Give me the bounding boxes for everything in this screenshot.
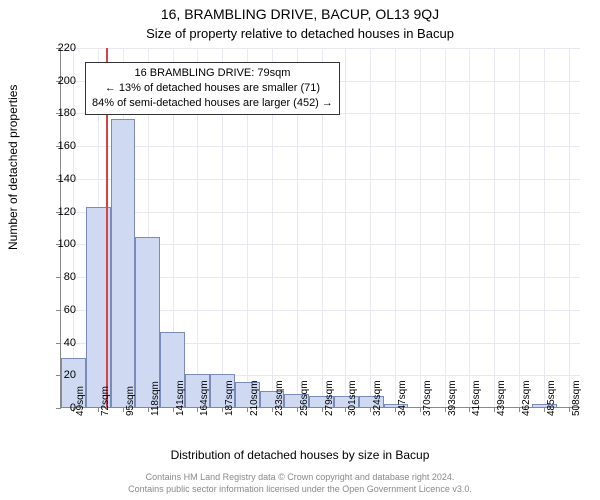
ytick-label: 200 [46,75,76,87]
xtick-label: 279sqm [324,380,335,416]
ytick-label: 40 [46,337,76,349]
xtick-label: 49sqm [75,386,86,416]
xtick-mark [123,407,124,412]
xtick-mark [519,407,520,412]
xtick-mark [420,407,421,412]
xtick-label: 370sqm [422,380,433,416]
xtick-label: 393sqm [447,380,458,416]
xtick-label: 118sqm [150,381,161,416]
xtick-mark [272,407,273,412]
xtick-mark [544,407,545,412]
ytick-label: 60 [46,304,76,316]
xtick-label: 95sqm [125,386,136,416]
xtick-label: 210sqm [249,380,260,416]
gridline-v [73,48,74,407]
gridline-v [370,48,371,407]
ytick-label: 140 [46,173,76,185]
ytick-label: 180 [46,107,76,119]
gridline-v [469,48,470,407]
xtick-mark [247,407,248,412]
xtick-label: 508sqm [571,380,582,416]
annotation-line1: 16 BRAMBLING DRIVE: 79sqm [92,66,333,81]
annotation-line3: 84% of semi-detached houses are larger (… [92,96,333,111]
xtick-label: 72sqm [100,386,111,416]
annotation-line2: ← 13% of detached houses are smaller (71… [92,81,333,96]
xtick-mark [148,407,149,412]
gridline-h [61,48,580,49]
xtick-label: 301sqm [347,380,358,416]
ytick-label: 20 [46,369,76,381]
gridline-h [61,179,580,180]
gridline-v [420,48,421,407]
ytick-label: 220 [46,42,76,54]
ytick-label: 160 [46,140,76,152]
ytick-label: 80 [46,271,76,283]
xtick-mark [445,407,446,412]
gridline-h [61,146,580,147]
annotation-box: 16 BRAMBLING DRIVE: 79sqm← 13% of detach… [85,62,340,115]
xtick-mark [370,407,371,412]
xtick-mark [297,407,298,412]
xtick-label: 233sqm [274,380,285,416]
plot-area: 16 BRAMBLING DRIVE: 79sqm← 13% of detach… [60,48,580,408]
xtick-label: 416sqm [471,380,482,416]
xtick-mark [494,407,495,412]
gridline-v [544,48,545,407]
xtick-label: 187sqm [224,380,235,416]
xtick-mark [569,407,570,412]
xtick-label: 164sqm [199,380,210,416]
footer-line-2: Contains public sector information licen… [0,484,600,494]
y-axis-label: Number of detached properties [6,85,20,250]
xtick-mark [395,407,396,412]
gridline-v [395,48,396,407]
ytick-label: 0 [46,402,76,414]
gridline-v [519,48,520,407]
gridline-h [61,212,580,213]
gridline-v [345,48,346,407]
histogram-bar [111,119,136,407]
gridline-v [569,48,570,407]
xtick-mark [322,407,323,412]
chart-title: 16, BRAMBLING DRIVE, BACUP, OL13 9QJ [0,6,600,22]
chart-subtitle: Size of property relative to detached ho… [0,26,600,41]
xtick-label: 256sqm [299,380,310,416]
xtick-label: 462sqm [521,380,532,416]
ytick-label: 100 [46,238,76,250]
chart-container: { "chart": { "type": "histogram", "title… [0,0,600,500]
xtick-label: 347sqm [397,380,408,416]
gridline-v [494,48,495,407]
ytick-label: 120 [46,206,76,218]
footer-line-1: Contains HM Land Registry data © Crown c… [0,472,600,482]
xtick-label: 439sqm [496,380,507,416]
xtick-label: 141sqm [175,380,186,416]
xtick-mark [173,407,174,412]
xtick-label: 485sqm [546,380,557,416]
xtick-label: 324sqm [372,380,383,416]
gridline-v [445,48,446,407]
x-axis-label: Distribution of detached houses by size … [0,448,600,462]
